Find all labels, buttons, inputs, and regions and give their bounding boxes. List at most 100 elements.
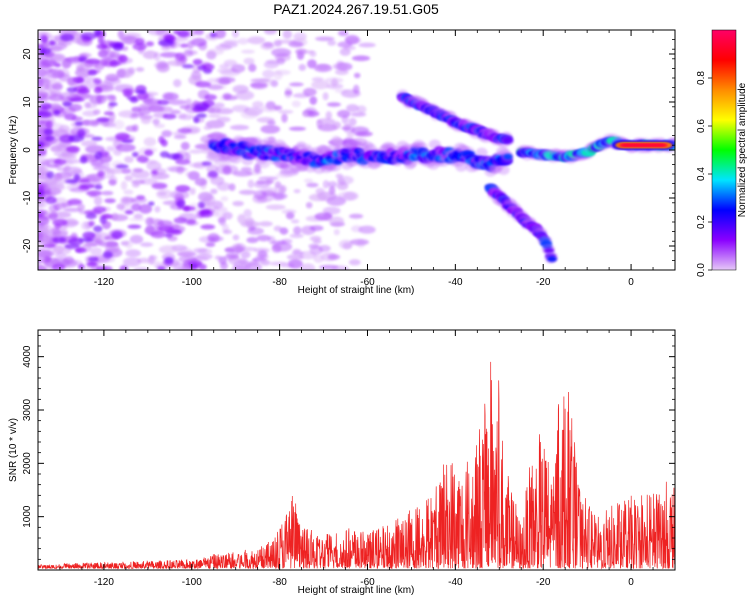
spectrogram-noise-blob xyxy=(166,153,181,160)
spectrogram-noise-blob xyxy=(262,69,275,79)
spectrogram-noise-blob xyxy=(263,41,274,48)
spectrogram-noise-blob xyxy=(204,94,217,101)
spectrogram-noise-blob xyxy=(229,124,250,131)
spectrogram-noise-blob xyxy=(52,219,68,227)
spectrogram-noise-blob xyxy=(222,211,233,220)
spectrogram-ridge-blob xyxy=(502,136,514,145)
spectrogram-noise-blob xyxy=(38,116,55,121)
spectrogram-noise-blob xyxy=(76,65,84,73)
spectrogram-noise-blob xyxy=(260,186,277,197)
spectrogram-noise-blob xyxy=(62,59,70,70)
spectrogram-ridge-halo xyxy=(475,147,488,158)
spectrogram-noise-blob xyxy=(289,82,304,87)
spectrogram-noise-blob xyxy=(93,30,102,37)
spectrogram-noise-blob xyxy=(105,167,126,174)
spectrogram-noise-blob xyxy=(182,51,194,57)
spectrogram-noise-blob xyxy=(358,42,376,48)
spectrogram-noise-blob xyxy=(118,55,128,63)
spectrogram-noise-blob xyxy=(49,40,56,46)
spectrogram-noise-blob xyxy=(129,234,144,244)
spectrogram-noise-blob xyxy=(54,62,62,68)
spectrogram-noise-blob xyxy=(118,68,134,78)
spectrogram-noise-blob xyxy=(240,49,255,54)
spectrogram-noise-blob xyxy=(124,156,134,163)
spectrogram-noise-blob xyxy=(348,117,357,127)
spectrogram-noise-blob xyxy=(63,207,82,213)
spectrogram-noise-blob xyxy=(111,212,119,221)
x-tick-label: -40 xyxy=(448,277,463,288)
spectrogram-noise-blob xyxy=(356,105,367,114)
spectrogram-noise-blob xyxy=(263,30,277,35)
spectrogram-noise-blob xyxy=(109,175,118,185)
x-tick-label: -80 xyxy=(272,277,287,288)
spectrogram-noise-blob xyxy=(91,136,103,141)
snr-y-ticks: 1000 2000 3000 4000 xyxy=(22,334,675,560)
spectrogram-noise-blob xyxy=(349,238,370,246)
spectrogram-noise-blob xyxy=(224,248,236,253)
spectrogram-noise-blob xyxy=(79,183,95,189)
snr-background xyxy=(38,330,675,570)
spectrogram-noise-blob xyxy=(108,51,120,59)
y-tick-label: 10 xyxy=(22,96,33,108)
spectrogram-noise-blob xyxy=(127,224,142,229)
spectrogram-noise-blob xyxy=(295,48,307,55)
spectrogram-noise-blob xyxy=(38,185,45,193)
spectrogram-noise-blob xyxy=(281,209,297,215)
spectrogram-noise-blob xyxy=(68,237,84,246)
spectrogram-noise-blob xyxy=(243,209,252,218)
spectrogram-noise-blob xyxy=(62,101,73,107)
spectrogram-noise-blob xyxy=(158,245,178,254)
spectrogram-noise-blob xyxy=(288,41,304,48)
spectrogram-y-ticks: -20 -10 0 10 20 xyxy=(22,29,675,271)
spectrogram-noise-blob xyxy=(133,266,150,270)
spectrogram-noise-blob xyxy=(308,243,320,249)
spectrogram-noise-blob xyxy=(279,185,286,195)
spectrogram-noise-blob xyxy=(93,86,103,94)
spectrogram-noise-blob xyxy=(82,110,98,117)
spectrogram-noise-blob xyxy=(38,110,52,118)
spectrogram-noise-blob xyxy=(74,121,83,126)
colorbar: 0.0 0.2 0.4 0.6 0.8 Normalized spectral ampl… xyxy=(696,29,748,277)
spectrogram-noise-blob xyxy=(175,159,191,165)
spectrogram-noise-blob xyxy=(123,189,134,195)
spectrogram-noise-blob xyxy=(293,226,302,235)
spectrogram-noise-blob xyxy=(348,213,364,219)
spectrogram-noise-blob xyxy=(305,201,313,209)
spectrogram-noise-blob xyxy=(49,122,64,130)
spectrogram-noise-blob xyxy=(161,92,174,101)
spectrogram-noise-blob xyxy=(302,111,309,118)
spectrogram-noise-blob xyxy=(133,213,143,219)
spectrogram-noise-blob xyxy=(222,223,229,234)
spectrogram-noise-blob xyxy=(204,200,214,207)
spectrogram-noise-blob xyxy=(77,263,85,270)
spectrogram-noise-blob xyxy=(194,177,208,186)
spectrogram-noise-blob xyxy=(337,175,354,185)
spectrogram-noise-blob xyxy=(38,250,55,258)
spectrogram-noise-blob xyxy=(78,178,90,183)
spectrogram-noise-blob xyxy=(101,190,114,196)
spectrogram-noise-blob xyxy=(193,247,208,253)
spectrogram-noise-blob xyxy=(268,236,276,245)
spectrogram-noise-blob xyxy=(38,255,47,264)
spectrogram-noise-blob xyxy=(129,217,146,222)
spectrogram-noise-blob xyxy=(273,105,283,111)
spectrogram-noise-blob xyxy=(238,189,256,195)
spectrogram-noise-blob xyxy=(90,161,111,168)
spectrogram-noise-blob xyxy=(338,239,353,250)
spectrogram-noise-blob xyxy=(206,107,216,114)
spectrogram-noise-blob xyxy=(53,173,64,182)
spectrogram-noise-blob xyxy=(38,266,47,270)
spectrogram-noise-blob xyxy=(38,56,48,65)
spectrogram-noise-blob xyxy=(86,261,98,267)
spectrogram-peak-center xyxy=(660,144,669,147)
snr-series-line xyxy=(38,361,675,570)
spectrogram-noise-blob xyxy=(235,90,255,101)
spectrogram-noise-blob xyxy=(200,224,216,230)
spectrogram-ridge-blob xyxy=(503,153,513,160)
spectrogram-noise-blob xyxy=(257,250,268,258)
snr-x-label: Height of straight line (km) xyxy=(298,585,415,596)
spectrogram-noise-blob xyxy=(194,103,210,110)
spectrogram-noise-blob xyxy=(205,242,216,248)
